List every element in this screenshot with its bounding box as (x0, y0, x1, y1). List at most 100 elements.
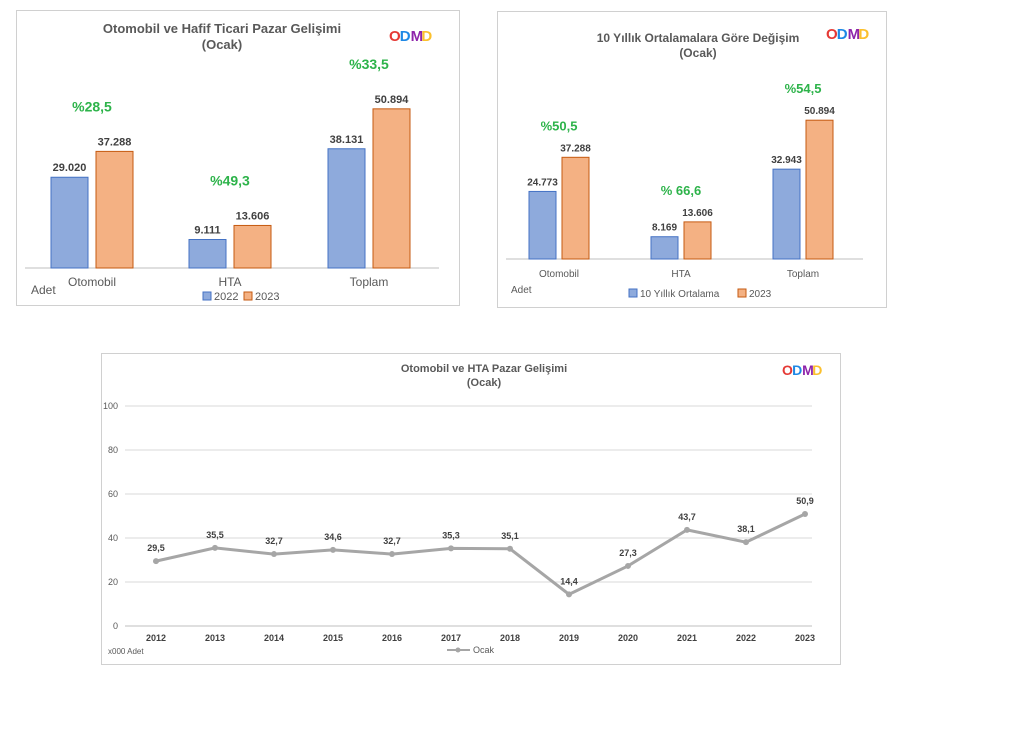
data-point (507, 545, 513, 552)
bar-chart-ten-year-average: 10 Yıllık Ortalamalara Göre Değişim(Ocak… (506, 26, 869, 300)
legend-label: Ocak (473, 645, 495, 655)
chart-panel-line-market: Otomobil ve HTA Pazar Gelişimi (Ocak) O D M D… (101, 353, 841, 665)
logo-letter: D (858, 26, 869, 43)
unit-label: Adet (511, 285, 532, 296)
y-tick-label: 80 (108, 445, 118, 455)
legend-swatch (243, 291, 253, 301)
data-point (330, 546, 336, 553)
y-tick-label: 40 (108, 533, 118, 543)
bar (327, 148, 366, 269)
change-percent-label: %49,3 (210, 172, 250, 188)
logo-letter: M (848, 26, 861, 43)
unit-label: x000 Adet (108, 647, 144, 656)
x-tick-label: 2013 (205, 633, 225, 643)
change-percent-label: %28,5 (72, 98, 112, 114)
odmd-logo: O D MD (782, 362, 822, 378)
y-tick-label: 0 (113, 621, 118, 631)
logo-letter: O (782, 362, 793, 378)
data-value-label: 27,3 (619, 548, 637, 558)
logo-letter: D (421, 28, 432, 45)
x-tick-label: 2023 (795, 633, 815, 643)
odmd-logo: O D MD (826, 26, 869, 43)
series-line (155, 512, 806, 597)
bar-value-label: 50.894 (375, 94, 410, 106)
bar-value-label: 29.020 (53, 162, 87, 174)
legend-swatch (628, 288, 638, 298)
data-value-label: 38,1 (737, 524, 755, 534)
odmd-logo: O D MD (389, 28, 432, 45)
bar-value-label: 24.773 (527, 177, 558, 188)
logo-letter: D (792, 362, 802, 378)
legend-swatch (737, 288, 747, 298)
legend-label: 2023 (255, 291, 279, 303)
x-tick-label: 2016 (382, 633, 402, 643)
chart-panel-ten-year-average: 10 Yıllık Ortalamalara Göre Değişim (Ocak… (497, 11, 887, 308)
data-value-label: 35,5 (206, 530, 224, 540)
chart-title: Otomobil ve HTA Pazar Gelişimi (401, 363, 567, 375)
change-percent-label: %33,5 (349, 56, 389, 72)
logo-letter: O (389, 28, 401, 45)
bar (95, 150, 134, 269)
bar (233, 224, 272, 269)
data-point (743, 539, 749, 546)
category-label: HTA (218, 275, 241, 289)
change-percent-label: % 66,6 (661, 183, 701, 198)
data-value-label: 35,3 (442, 530, 460, 540)
chart-panel-car-lcv-market: Otomobil ve Hafif Ticari Pazar Gelişimi(… (16, 10, 460, 306)
data-point (153, 558, 159, 565)
y-tick-label: 20 (108, 577, 118, 587)
change-percent-label: %50,5 (541, 118, 578, 133)
data-value-label: 29,5 (147, 543, 165, 553)
data-value-label: 32,7 (383, 536, 401, 546)
x-tick-label: 2018 (500, 633, 520, 643)
category-label: HTA (671, 269, 691, 280)
data-point (448, 545, 454, 552)
logo-letter: D (837, 26, 848, 43)
legend-label: 10 Yıllık Ortalama (640, 289, 720, 300)
x-tick-label: 2014 (264, 633, 284, 643)
logo-letter: M (411, 28, 424, 45)
bar-value-label: 9.111 (194, 225, 220, 237)
bar (561, 156, 590, 260)
data-value-label: 50,9 (796, 496, 814, 506)
legend-label: 2023 (749, 289, 772, 300)
category-label: Otomobil (68, 275, 116, 289)
bar-value-label: 32.943 (771, 155, 802, 166)
bar-value-label: 37.288 (560, 143, 591, 154)
logo-letter: D (400, 28, 411, 45)
data-value-label: 35,1 (501, 531, 519, 541)
chart-title: Otomobil ve Hafif Ticari Pazar Gelişimi (103, 21, 341, 36)
bar-value-label: 13.606 (236, 210, 270, 222)
bar (772, 168, 801, 260)
category-label: Toplam (787, 269, 819, 280)
y-tick-label: 60 (108, 489, 118, 499)
data-point (684, 526, 690, 533)
bar-value-label: 38.131 (330, 134, 364, 146)
data-point (271, 551, 277, 558)
bar-value-label: 37.288 (98, 136, 132, 148)
bar (372, 108, 411, 269)
chart-title: 10 Yıllık Ortalamalara Göre Değişim (597, 31, 800, 45)
data-point (802, 511, 808, 518)
data-value-label: 32,7 (265, 536, 283, 546)
bar (188, 239, 227, 269)
x-tick-label: 2012 (146, 633, 166, 643)
bar-value-label: 50.894 (804, 106, 835, 117)
bar-value-label: 8.169 (652, 223, 677, 234)
bar (683, 221, 712, 260)
chart-subtitle: (Ocak) (679, 46, 716, 60)
bar (805, 119, 834, 260)
x-tick-label: 2015 (323, 633, 343, 643)
unit-label: Adet (31, 283, 56, 297)
bar (50, 176, 89, 269)
bar-chart-market: Otomobil ve Hafif Ticari Pazar Gelişimi(… (25, 21, 439, 303)
logo-letter: D (812, 362, 822, 378)
category-label: Otomobil (539, 269, 579, 280)
chart-subtitle: (Ocak) (202, 37, 242, 52)
data-value-label: 43,7 (678, 512, 696, 522)
x-tick-label: 2021 (677, 633, 697, 643)
bar (528, 190, 557, 260)
data-value-label: 34,6 (324, 532, 342, 542)
line-chart-market: Otomobil ve HTA Pazar Gelişimi(Ocak)O D MD… (103, 362, 822, 656)
x-tick-label: 2019 (559, 633, 579, 643)
